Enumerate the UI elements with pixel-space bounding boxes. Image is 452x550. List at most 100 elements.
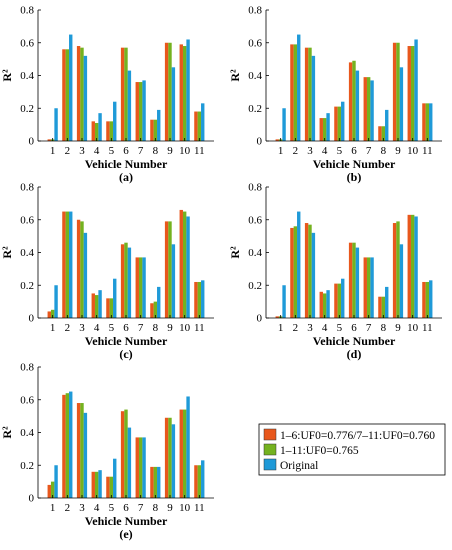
y-tick-label: 0.6 [20, 394, 34, 406]
bar [124, 409, 128, 498]
bar [106, 298, 110, 318]
bar [98, 113, 102, 141]
bar [120, 244, 125, 318]
bar [425, 103, 430, 141]
bar [157, 109, 161, 141]
bar [168, 221, 172, 318]
bar [124, 242, 128, 318]
bar [363, 257, 367, 318]
bar [425, 281, 430, 318]
bar [311, 232, 316, 318]
bar [98, 290, 102, 318]
panel-b: 0 0.2 0.4 0.6 0.8 1 2 3 4 5 6 7 8 9 10 11 R² Vehicle Numb… [228, 5, 442, 184]
bar [113, 101, 117, 141]
bar [153, 301, 158, 319]
y-tick-label: 0.2 [248, 103, 262, 115]
x-tick-label: 2 [65, 145, 71, 157]
legend-frame [258, 423, 446, 476]
y-tick-label: 0.8 [20, 5, 34, 17]
bar [355, 247, 360, 318]
panel-label: (a) [119, 170, 133, 184]
bar [422, 103, 426, 141]
bar [150, 119, 154, 141]
bar [109, 298, 114, 318]
bar [120, 411, 125, 498]
bar [91, 121, 95, 141]
bar [164, 42, 169, 141]
bar [65, 49, 70, 141]
bar [348, 62, 353, 141]
bar [378, 126, 382, 141]
bar [94, 295, 99, 318]
bar [142, 437, 146, 498]
x-tick-label: 6 [351, 145, 357, 157]
bar [171, 67, 176, 141]
bar [182, 46, 187, 141]
panel-label: (c) [119, 347, 132, 361]
bar [407, 46, 411, 141]
bar [80, 403, 84, 498]
bar [109, 476, 114, 498]
bar [197, 281, 202, 318]
y-tick-label: 0.6 [20, 214, 34, 226]
x-tick-label: 9 [167, 322, 173, 334]
bar [150, 303, 154, 318]
x-axis-label: Vehicle Number [313, 334, 396, 348]
bar [197, 111, 202, 141]
bar [378, 296, 382, 318]
bar [407, 214, 411, 318]
bar [69, 34, 73, 142]
x-tick-label: 4 [322, 145, 328, 157]
y-tick-label: 0.8 [248, 182, 262, 194]
bar [54, 108, 58, 141]
y-tick-label: 0.6 [248, 37, 262, 49]
bar [429, 103, 433, 141]
bar [47, 484, 51, 498]
bar [138, 437, 143, 498]
bar [363, 77, 367, 141]
bar [429, 280, 433, 318]
bar [164, 417, 169, 498]
bar [69, 391, 73, 498]
bar [399, 244, 404, 318]
x-tick-label: 7 [138, 502, 144, 514]
x-tick-label: 1 [50, 322, 56, 334]
x-tick-label: 6 [123, 322, 129, 334]
bar [194, 465, 198, 498]
bar [47, 311, 51, 318]
x-tick-label: 2 [65, 322, 71, 334]
bar [135, 82, 139, 141]
bar [164, 221, 169, 318]
x-tick-label: 5 [109, 502, 115, 514]
bar [182, 409, 187, 498]
y-tick-label: 0 [29, 493, 35, 505]
bar [352, 60, 356, 142]
bar [124, 47, 128, 141]
x-tick-label: 4 [94, 145, 100, 157]
panel-d: 0 0.2 0.4 0.6 0.8 1 2 3 4 5 6 7 8 9 10 11 R² Vehicle Numb… [228, 182, 442, 361]
legend-swatch [263, 458, 277, 471]
y-axis-label: R² [0, 426, 14, 439]
x-tick-label: 8 [153, 145, 159, 157]
bar [127, 70, 132, 141]
bar [381, 296, 386, 318]
bar [138, 82, 143, 141]
x-tick-label: 10 [407, 145, 419, 157]
panel-a: 0 0.2 0.4 0.6 0.8 1 2 3 4 5 6 7 8 9 10 11 R² Vehicle Numb… [0, 5, 214, 184]
x-tick-label: 10 [407, 322, 419, 334]
x-tick-label: 11 [194, 145, 205, 157]
y-axis-label: R² [0, 69, 14, 82]
legend-swatch [263, 428, 277, 441]
bar [83, 232, 88, 318]
bar [62, 211, 66, 318]
bar [297, 34, 301, 142]
y-tick-label: 0.8 [248, 5, 262, 17]
x-tick-label: 2 [293, 145, 299, 157]
bar [135, 437, 139, 498]
x-tick-label: 11 [422, 145, 433, 157]
x-tick-label: 1 [278, 145, 284, 157]
y-tick-label: 0 [29, 136, 35, 148]
bar [91, 471, 95, 498]
panel-c: 0 0.2 0.4 0.6 0.8 1 2 3 4 5 6 7 8 9 10 11 R² Vehicle Numb… [0, 182, 214, 361]
